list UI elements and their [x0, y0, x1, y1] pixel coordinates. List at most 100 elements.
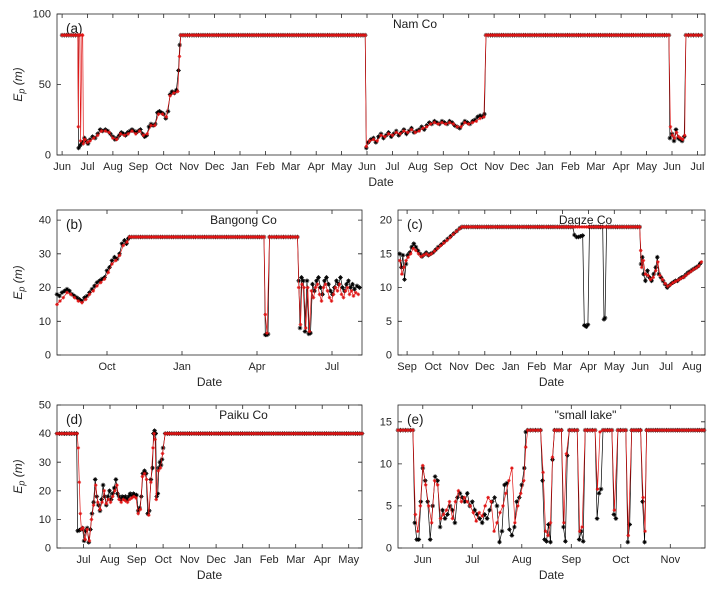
x-tick-label: Sep	[562, 554, 582, 566]
x-tick-label: Jun	[663, 161, 681, 173]
series-markers-red-c	[398, 225, 704, 289]
panel-title-d: Paiku Co	[219, 408, 268, 422]
y-tick-label: 10	[39, 514, 51, 526]
x-tick-label: Jul	[76, 554, 90, 566]
x-tick-label: Oct	[612, 554, 629, 566]
x-tick-label: Nov	[449, 361, 469, 373]
series-markers-red-d	[55, 431, 364, 543]
x-tick-label: Apr	[314, 554, 331, 566]
x-tick-label: Apr	[613, 161, 630, 173]
x-tick-label: Dec	[205, 161, 225, 173]
x-tick-label: Dec	[510, 161, 530, 173]
panel-tag-b: (b)	[66, 217, 83, 232]
y-tick-label: 0	[386, 350, 392, 362]
y-axis-label-d: Ep (m)	[11, 459, 27, 493]
y-tick-label: 10	[39, 316, 51, 328]
x-tick-label: Sep	[434, 161, 454, 173]
y-tick-label: 0	[45, 350, 51, 362]
x-tick-label: Feb	[561, 161, 580, 173]
x-tick-label: Oct	[155, 161, 172, 173]
panel-e: Jun Jul Aug Sep Oct Nov 0 5 10 15 (e) "small lake" D…	[380, 404, 707, 582]
y-tick-label: 20	[39, 485, 51, 497]
panel-tag-c: (c)	[407, 217, 423, 232]
x-tick-label: Oct	[155, 554, 172, 566]
y-tick-label: 15	[380, 248, 392, 260]
x-tick-label: Nov	[179, 161, 199, 173]
panel-b: Oct Jan Apr Jul 0 10 20 30 40 (b) Bangong Co Date Ep…	[11, 209, 363, 389]
series-markers-red-b	[55, 235, 361, 335]
x-tick-label: Aug	[682, 361, 702, 373]
x-tick-label: May	[331, 161, 352, 173]
panel-tag-d: (d)	[66, 412, 83, 427]
y-axis-label-a: Ep (m)	[11, 67, 27, 101]
tick-marks-e	[398, 405, 705, 549]
x-tick-label: Jan	[234, 554, 252, 566]
x-tick-label: Nov	[661, 554, 681, 566]
x-tick-label: Mar	[553, 361, 572, 373]
series-markers-red-e	[396, 428, 706, 538]
x-tick-label: Sep	[397, 361, 417, 373]
y-tick-label: 40	[39, 215, 51, 227]
series-markers-red-a	[60, 33, 703, 149]
y-tick-label: 0	[45, 150, 51, 162]
x-tick-label: Oct	[98, 361, 115, 373]
x-tick-label: Jul	[385, 161, 399, 173]
axes-box-d	[56, 404, 363, 549]
y-tick-label: 50	[39, 79, 51, 91]
panel-a: Jun Jul Aug Sep Oct Nov Dec Jan Feb Mar Apr May Jun J…	[11, 9, 706, 189]
x-tick-label: Jan	[536, 161, 554, 173]
x-tick-label: Dec	[206, 554, 226, 566]
panel-c: Sep Oct Nov Dec Jan Feb Mar Apr May Jun Jul Aug 0 5 10…	[380, 209, 706, 389]
panel-title-a: Nam Co	[393, 17, 437, 31]
panel-title-c: Dagze Co	[559, 213, 613, 227]
x-tick-label: Feb	[260, 554, 279, 566]
panel-tag-a: (a)	[66, 21, 83, 36]
x-tick-label: Jun	[631, 361, 649, 373]
x-tick-label: Oct	[424, 361, 441, 373]
axes-box-e	[397, 404, 706, 549]
panel-d: Jul Aug Sep Oct Nov Dec Jan Feb Mar Apr May 0 10 20 30…	[11, 400, 365, 582]
y-tick-label: 50	[39, 400, 51, 412]
x-tick-label: Jun	[414, 554, 432, 566]
x-tick-label: Apr	[248, 361, 265, 373]
x-axis-label-b: Date	[197, 375, 223, 389]
x-tick-label: Feb	[256, 161, 275, 173]
x-tick-label: Dec	[475, 361, 495, 373]
x-tick-label: Jul	[325, 361, 339, 373]
x-tick-label: Nov	[484, 161, 504, 173]
x-tick-label: Nov	[180, 554, 200, 566]
x-axis-label-d: Date	[197, 568, 223, 582]
y-tick-label: 0	[45, 543, 51, 555]
x-tick-label: Sep	[127, 554, 147, 566]
x-axis-label-e: Date	[539, 568, 565, 582]
x-tick-label: May	[636, 161, 657, 173]
y-tick-label: 5	[386, 501, 392, 513]
x-tick-label: Jun	[53, 161, 71, 173]
x-tick-label: Aug	[512, 554, 532, 566]
y-tick-label: 20	[380, 215, 392, 227]
y-tick-label: 10	[380, 282, 392, 294]
x-tick-label: Jul	[659, 361, 673, 373]
x-axis-label-c: Date	[539, 375, 565, 389]
x-tick-label: Apr	[308, 161, 325, 173]
y-tick-label: 10	[380, 459, 392, 471]
x-tick-label: Jul	[465, 554, 479, 566]
y-axis-label-b: Ep (m)	[11, 265, 27, 299]
x-tick-label: Aug	[103, 161, 123, 173]
axes-box-c	[397, 209, 706, 356]
axes-box-b	[56, 209, 363, 356]
x-tick-label: Oct	[460, 161, 477, 173]
x-tick-label: Sep	[129, 161, 149, 173]
x-tick-label: May	[604, 361, 625, 373]
series-line-red-a	[62, 34, 702, 148]
panel-tag-e: (e)	[407, 412, 424, 427]
x-tick-label: Aug	[100, 554, 120, 566]
y-tick-label: 15	[380, 416, 392, 428]
x-tick-label: Feb	[527, 361, 546, 373]
y-tick-label: 5	[386, 316, 392, 328]
y-tick-label: 30	[39, 457, 51, 469]
y-tick-label: 100	[33, 9, 51, 21]
x-tick-label: May	[338, 554, 359, 566]
